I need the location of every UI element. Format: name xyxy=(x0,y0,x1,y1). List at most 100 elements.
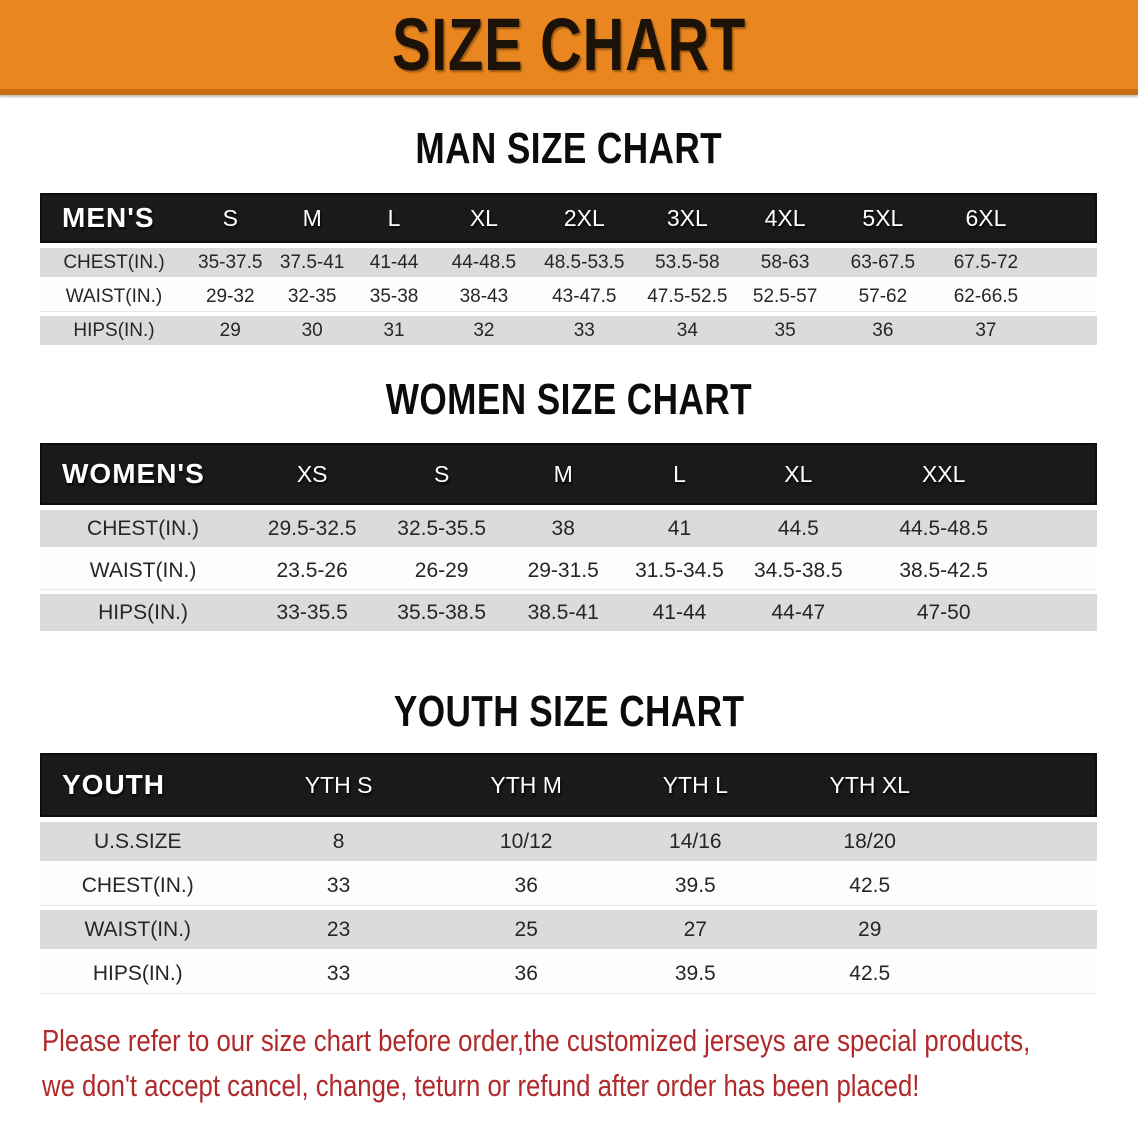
measurement-value: 57-62 xyxy=(858,285,908,307)
measurement-value: 43-47.5 xyxy=(552,285,617,307)
row-spacer xyxy=(1028,510,1097,547)
measurement-row: CHEST(IN.) 29.5-32.5 32.5-35.5 38 41 44.5 44.5… xyxy=(40,510,1097,547)
row-spacer xyxy=(1039,282,1097,311)
measurement-value: 32.5-35.5 xyxy=(397,516,487,540)
size-column-header: YTH S xyxy=(235,753,442,817)
measurement-value: 35-38 xyxy=(369,285,419,307)
disclaimer-line-1: Please refer to our size chart before or… xyxy=(42,1018,1138,1063)
measurement-value: 38 xyxy=(551,516,575,540)
measurement-value: 33 xyxy=(573,319,595,341)
youth-table-body: U.S.SIZE 8 10/12 14/16 18/20 CHEST(IN.) 33 36 39… xyxy=(40,822,1097,993)
size-column-header: 4XL xyxy=(737,193,833,243)
row-spacer xyxy=(960,866,1097,905)
measurement-value: 35-37.5 xyxy=(198,251,263,273)
measurement-value: 8 xyxy=(332,829,345,853)
measurement-value: 29.5-32.5 xyxy=(267,516,357,540)
measurement-value: 44-48.5 xyxy=(451,251,517,273)
measurement-value: 14/16 xyxy=(669,829,722,853)
measurement-value: 32 xyxy=(473,319,495,341)
disclaimer-line-2: we don't accept cancel, change, teturn o… xyxy=(42,1063,1138,1108)
measurement-row: HIPS(IN.) 33 36 39.5 42.5 xyxy=(40,954,1097,993)
measurement-row: CHEST(IN.) 35-37.5 37.5-41 41-44 44-48.5 48.5… xyxy=(40,248,1097,277)
measurement-row-label: WAIST(IN.) xyxy=(84,917,192,941)
banner-title: SIZE CHART xyxy=(391,2,747,86)
women-size-chart-section: WOMEN SIZE CHART WOMEN'S XS S M L XL XXL CHES… xyxy=(0,376,1138,636)
row-spacer xyxy=(1039,248,1097,277)
measurement-row: U.S.SIZE 8 10/12 14/16 18/20 xyxy=(40,822,1097,861)
measurement-value: 29 xyxy=(219,319,241,341)
man-size-table: MEN'S S M L XL 2XL 3XL 4XL 5XL 6XL CHEST(IN.) 35-… xyxy=(40,188,1097,350)
women-table-header-row: WOMEN'S XS S M L XL XXL xyxy=(40,443,1097,505)
youth-table-header-row: YOUTH YTH S YTH M YTH L YTH XL xyxy=(40,753,1097,817)
measurement-row-label: U.S.SIZE xyxy=(94,829,182,853)
banner: SIZE CHART xyxy=(0,0,1138,95)
women-table-body: CHEST(IN.) 29.5-32.5 32.5-35.5 38 41 44.5 44.5… xyxy=(40,510,1097,631)
size-column-header: XL xyxy=(436,193,532,243)
header-spacer xyxy=(1028,443,1097,505)
man-size-chart-heading: MAN SIZE CHART xyxy=(0,125,1138,173)
measurement-row-label: HIPS(IN.) xyxy=(92,961,183,985)
measurement-value: 39.5 xyxy=(674,961,716,985)
measurement-value: 33 xyxy=(326,873,351,897)
measurement-value: 33 xyxy=(326,961,351,985)
man-table-corner-label: MEN'S xyxy=(40,193,188,243)
measurement-value: 31 xyxy=(383,319,405,341)
measurement-row-label: CHEST(IN.) xyxy=(81,873,194,897)
measurement-value: 25 xyxy=(514,917,538,941)
measurement-value: 34 xyxy=(676,319,698,341)
measurement-row-label: CHEST(IN.) xyxy=(63,251,165,273)
measurement-value: 44-47 xyxy=(771,600,826,624)
size-column-header: XS xyxy=(246,443,379,505)
man-size-chart-section: MAN SIZE CHART MEN'S S M L XL 2XL 3XL 4XL 5XL 6X… xyxy=(0,125,1138,350)
size-column-header: YTH XL xyxy=(779,753,960,817)
man-table-header-row: MEN'S S M L XL 2XL 3XL 4XL 5XL 6XL xyxy=(40,193,1097,243)
measurement-value: 36 xyxy=(514,961,538,985)
measurement-value: 29-31.5 xyxy=(527,558,599,582)
size-column-header: L xyxy=(621,443,738,505)
disclaimer-line-2-text: we don't accept cancel, change, teturn o… xyxy=(42,1068,920,1103)
measurement-value: 62-66.5 xyxy=(953,285,1019,307)
measurement-value: 44.5-48.5 xyxy=(899,516,989,540)
measurement-value: 48.5-53.5 xyxy=(544,251,625,273)
women-table-corner-label: WOMEN'S xyxy=(40,443,247,505)
measurement-value: 33-35.5 xyxy=(276,600,348,624)
measurement-row: HIPS(IN.) 29 30 31 32 33 34 35 36 37 xyxy=(40,316,1097,345)
row-spacer xyxy=(1028,552,1097,589)
measurement-value: 29 xyxy=(858,917,882,941)
measurement-value: 44.5 xyxy=(777,516,819,540)
youth-size-table: YOUTH YTH S YTH M YTH L YTH XL U.S.SIZE 8 10/… xyxy=(40,748,1097,998)
measurement-value: 31.5-34.5 xyxy=(635,558,724,582)
size-column-header: S xyxy=(187,193,273,243)
measurement-value: 58-63 xyxy=(760,251,810,273)
size-column-header: M xyxy=(272,193,352,243)
measurement-value: 47-50 xyxy=(916,600,971,624)
measurement-value: 38.5-41 xyxy=(527,600,599,624)
measurement-value: 36 xyxy=(514,873,538,897)
size-column-header: S xyxy=(378,443,506,505)
measurement-row-label: HIPS(IN.) xyxy=(73,319,155,341)
measurement-value: 18/20 xyxy=(843,829,896,853)
measurement-value: 10/12 xyxy=(499,829,553,853)
size-column-header: M xyxy=(505,443,622,505)
measurement-value: 63-67.5 xyxy=(850,251,916,273)
youth-size-chart-heading: YOUTH SIZE CHART xyxy=(0,688,1138,736)
row-spacer xyxy=(1039,316,1097,345)
measurement-value: 52.5-57 xyxy=(752,285,818,307)
size-column-header: XL xyxy=(737,443,860,505)
measurement-value: 35 xyxy=(774,319,796,341)
measurement-value: 42.5 xyxy=(849,961,891,985)
measurement-row: CHEST(IN.) 33 36 39.5 42.5 xyxy=(40,866,1097,905)
size-column-header: L xyxy=(351,193,437,243)
header-spacer xyxy=(959,753,1097,817)
size-column-header: 6XL xyxy=(933,193,1039,243)
row-spacer xyxy=(960,822,1097,861)
measurement-row: WAIST(IN.) 23.5-26 26-29 29-31.5 31.5-34.5 34… xyxy=(40,552,1097,589)
measurement-value: 53.5-58 xyxy=(655,251,720,273)
measurement-value: 42.5 xyxy=(849,873,891,897)
size-column-header: XXL xyxy=(859,443,1029,505)
order-disclaimer: Please refer to our size chart before or… xyxy=(42,1018,1138,1108)
measurement-value: 26-29 xyxy=(414,558,469,582)
size-column-header: 3XL xyxy=(637,193,738,243)
measurement-value: 41 xyxy=(667,516,692,540)
